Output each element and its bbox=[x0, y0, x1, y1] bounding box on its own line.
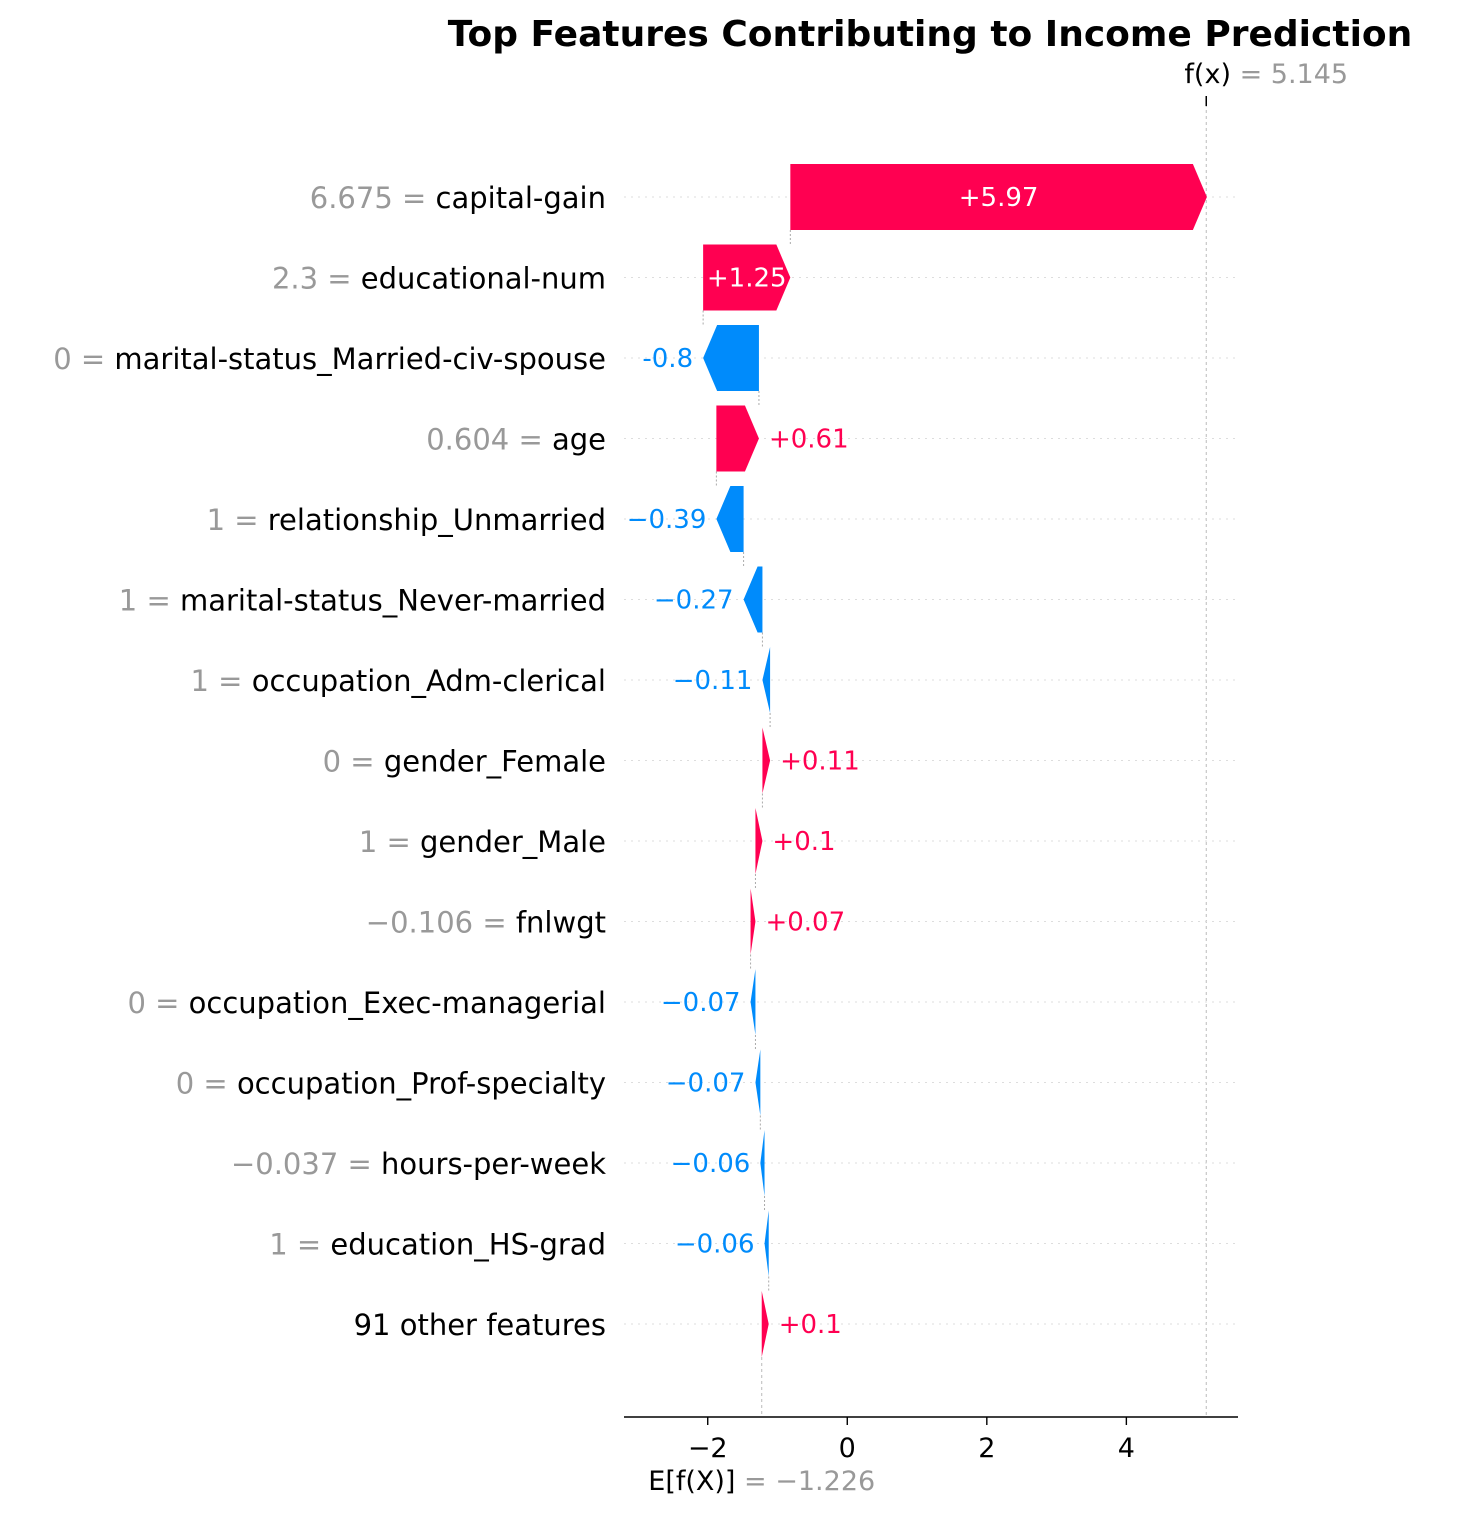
bar-marital-status-never-married bbox=[743, 566, 763, 633]
feature-name: gender_Male bbox=[420, 825, 606, 859]
feature-name: occupation_Prof-specialty bbox=[237, 1067, 606, 1101]
feature-value: −0.037 = bbox=[231, 1147, 381, 1181]
feature-value: 1 = bbox=[269, 1228, 330, 1262]
bar-hours-per-week bbox=[760, 1130, 765, 1196]
base-value-annotation: E[f(X)] = −1.226 bbox=[648, 1466, 875, 1497]
gridlines bbox=[624, 96, 1238, 1417]
feature-label: 0.604 = age bbox=[426, 423, 606, 457]
base-value-number: = −1.226 bbox=[744, 1466, 875, 1497]
feature-label: −0.037 = hours-per-week bbox=[231, 1147, 606, 1181]
bar-marital-status-married-civ-spouse bbox=[703, 325, 759, 391]
bar-value-label: −0.39 bbox=[627, 505, 707, 535]
feature-value: 1 = bbox=[191, 664, 252, 698]
bar-value-label: +0.61 bbox=[769, 425, 849, 455]
feature-name: education_HS-grad bbox=[330, 1228, 606, 1262]
feature-value: 0 = bbox=[127, 986, 188, 1020]
feature-label: 0 = marital-status_Married-civ-spouse bbox=[53, 342, 606, 376]
bar-91-other-features bbox=[761, 1291, 769, 1357]
bar-occupation-prof-specialty bbox=[755, 1049, 761, 1116]
feature-value: 1 = bbox=[119, 584, 180, 618]
bar-value-label: +0.1 bbox=[772, 827, 835, 857]
feature-name: gender_Female bbox=[384, 745, 606, 779]
feature-name: occupation_Exec-managerial bbox=[189, 986, 606, 1020]
bar-value-label: −0.27 bbox=[654, 586, 734, 616]
feature-label: 1 = occupation_Adm-clerical bbox=[191, 664, 606, 698]
x-tick-label: 2 bbox=[978, 1433, 995, 1464]
feature-value: −0.106 = bbox=[366, 906, 516, 940]
feature-label: 2.3 = educational-num bbox=[272, 262, 606, 296]
feature-name: occupation_Adm-clerical bbox=[252, 664, 606, 698]
feature-value: 0 = bbox=[53, 342, 114, 376]
chart-title: Top Features Contributing to Income Pred… bbox=[448, 14, 1413, 55]
bar-occupation-adm-clerical bbox=[762, 647, 771, 713]
feature-name: educational-num bbox=[361, 262, 606, 296]
bar-relationship-unmarried bbox=[716, 486, 744, 552]
x-tick-label: 4 bbox=[1118, 1433, 1135, 1464]
feature-value: 0 = bbox=[176, 1067, 237, 1101]
feature-name: marital-status_Married-civ-spouse bbox=[114, 342, 606, 376]
feature-name: hours-per-week bbox=[381, 1147, 606, 1181]
feature-value: 2.3 = bbox=[272, 262, 361, 296]
feature-label: 6.675 = capital-gain bbox=[310, 181, 606, 215]
feature-name: 91 other features bbox=[354, 1308, 606, 1342]
annotations: E[f(X)] = −1.226 f(x) = 5.145 bbox=[648, 59, 1348, 1497]
feature-label: 0 = gender_Female bbox=[323, 745, 606, 779]
bar-gender-female bbox=[762, 727, 771, 794]
bars bbox=[703, 164, 1207, 1357]
bar-value-label: +5.97 bbox=[959, 183, 1039, 213]
bar-fnlwgt bbox=[750, 888, 756, 955]
feature-value: 6.675 = bbox=[310, 181, 436, 215]
bar-age bbox=[716, 405, 759, 472]
bar-value-label: −0.07 bbox=[661, 988, 741, 1018]
bar-value-label: +0.07 bbox=[765, 908, 845, 938]
base-value-label: E[f(X)] bbox=[648, 1466, 744, 1497]
bar-value-label: +0.1 bbox=[779, 1310, 842, 1340]
feature-name: age bbox=[552, 423, 606, 457]
output-value-label: f(x) bbox=[1184, 59, 1239, 90]
feature-label: 0 = occupation_Exec-managerial bbox=[127, 986, 606, 1020]
bar-gender-male bbox=[755, 808, 763, 874]
feature-value: 1 = bbox=[207, 503, 268, 537]
feature-name: relationship_Unmarried bbox=[268, 503, 606, 537]
bar-education-hs-grad bbox=[764, 1210, 769, 1277]
bar-value-label: +1.25 bbox=[707, 264, 787, 294]
feature-value: 0.604 = bbox=[426, 423, 552, 457]
x-axis: −2 0 2 4 bbox=[624, 1416, 1238, 1464]
bar-value-label: -0.8 bbox=[642, 344, 693, 374]
bar-value-label: −0.06 bbox=[671, 1149, 751, 1179]
x-tick-label: 0 bbox=[839, 1433, 856, 1464]
feature-labels: +5.97 6.675 = capital-gain +1.25 2.3 = educ… bbox=[53, 181, 1038, 1342]
bar-value-label: −0.07 bbox=[666, 1069, 746, 1099]
feature-label: −0.106 = fnlwgt bbox=[366, 906, 606, 940]
feature-value: 0 = bbox=[323, 745, 384, 779]
bar-capital-gain bbox=[790, 164, 1207, 230]
feature-name: marital-status_Never-married bbox=[180, 584, 606, 618]
feature-label: 91 other features bbox=[354, 1308, 606, 1342]
output-value-annotation: f(x) = 5.145 bbox=[1184, 59, 1348, 90]
feature-label: 0 = occupation_Prof-specialty bbox=[176, 1067, 606, 1101]
feature-label: 1 = gender_Male bbox=[359, 825, 606, 859]
bar-value-label: −0.11 bbox=[673, 666, 753, 696]
output-value-number: = 5.145 bbox=[1240, 59, 1349, 90]
feature-value: 1 = bbox=[359, 825, 420, 859]
feature-label: 1 = relationship_Unmarried bbox=[207, 503, 606, 537]
bar-educational-num bbox=[703, 244, 791, 311]
bar-value-label: −0.06 bbox=[675, 1230, 755, 1260]
bar-occupation-exec-managerial bbox=[750, 969, 756, 1035]
feature-label: 1 = education_HS-grad bbox=[269, 1228, 606, 1262]
x-tick-label: −2 bbox=[688, 1433, 728, 1464]
bar-value-label: +0.11 bbox=[780, 747, 860, 777]
feature-label: 1 = marital-status_Never-married bbox=[119, 584, 606, 618]
feature-name: fnlwgt bbox=[516, 906, 606, 940]
feature-name: capital-gain bbox=[436, 181, 606, 215]
